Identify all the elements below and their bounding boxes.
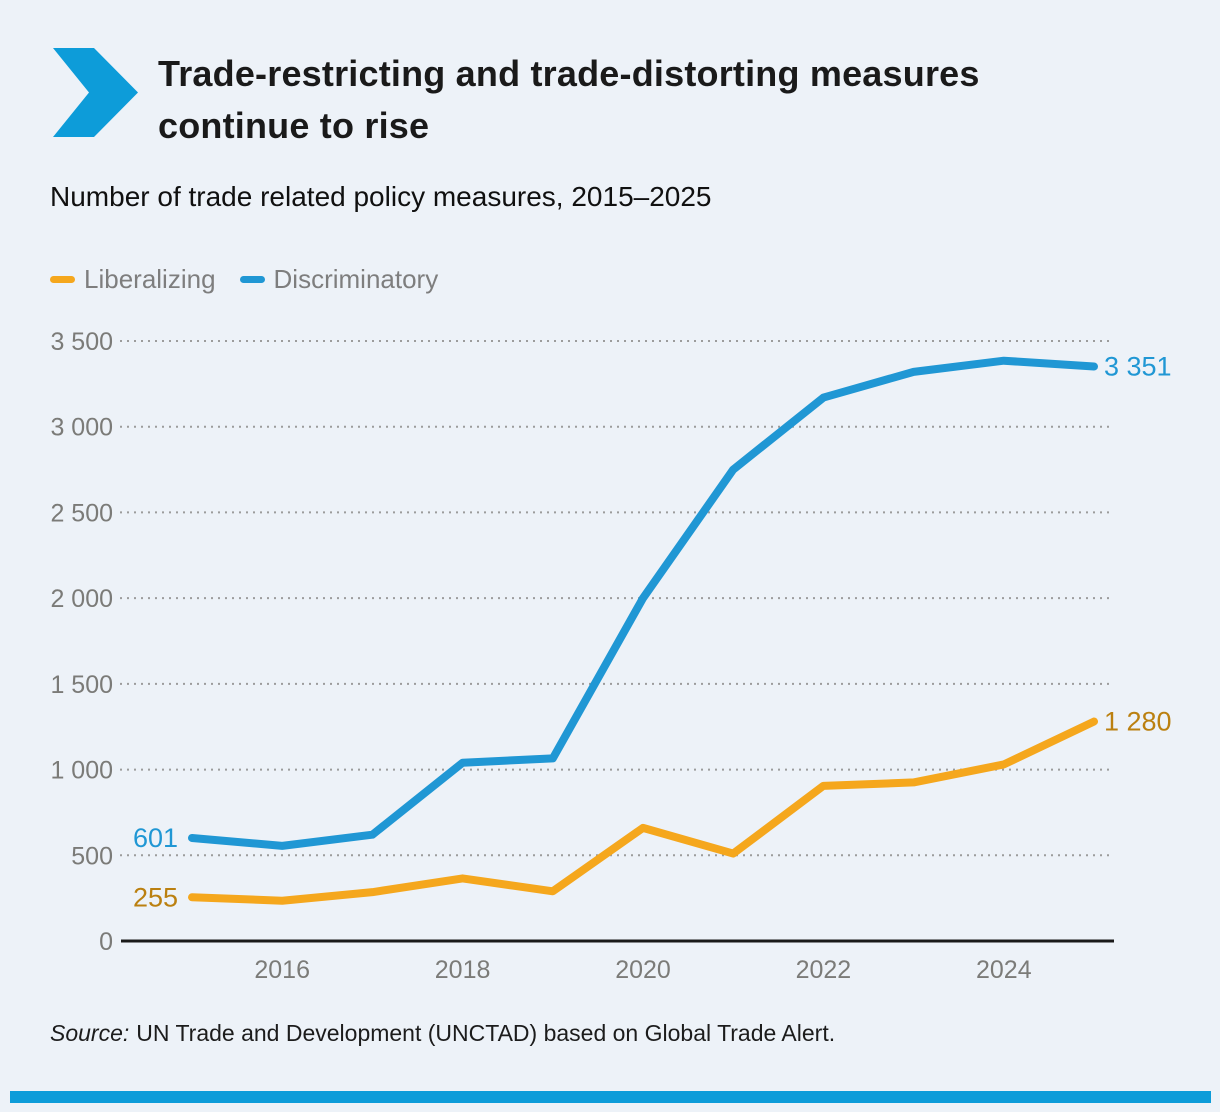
y-tick-label: 500 (71, 842, 113, 870)
source-text: UN Trade and Development (UNCTAD) based … (136, 1020, 836, 1046)
x-tick-label: 2016 (254, 956, 310, 984)
first-point-label-liberalizing: 255 (133, 882, 178, 912)
y-tick-label: 3 500 (50, 328, 113, 356)
legend-swatch-liberalizing (50, 276, 75, 283)
y-tick-label: 2 500 (50, 499, 113, 527)
page-title-line2: continue to rise (158, 105, 430, 146)
legend-label-liberalizing: Liberalizing (84, 264, 216, 294)
legend-item-discriminatory: Discriminatory (239, 264, 439, 295)
chevron-arrow-icon (53, 48, 138, 137)
x-tick-label: 2020 (615, 956, 671, 984)
line-chart: 0 500 1 000 1 500 2 000 2 500 3 000 3 500 2016 20… (0, 320, 1220, 990)
y-tick-label: 1 500 (50, 671, 113, 699)
x-tick-label: 2024 (976, 956, 1032, 984)
last-point-label-discriminatory: 3 351 (1104, 352, 1172, 382)
legend-item-liberalizing: Liberalizing (50, 264, 216, 295)
page-title: Trade-restricting and trade-distorting m… (158, 48, 1188, 152)
y-tick-label: 2 000 (50, 585, 113, 613)
series-line-discriminatory (188, 356, 1098, 850)
last-point-label-liberalizing: 1 280 (1104, 707, 1172, 737)
x-tick-label: 2022 (796, 956, 852, 984)
y-tick-label: 1 000 (50, 757, 113, 785)
legend-label-discriminatory: Discriminatory (273, 264, 439, 294)
first-point-label-discriminatory: 601 (133, 823, 178, 853)
series-line-liberalizing (188, 717, 1098, 905)
footer-accent-bar (10, 1091, 1211, 1103)
page-title-line1: Trade-restricting and trade-distorting m… (158, 53, 980, 94)
x-tick-label: 2018 (435, 956, 491, 984)
source-label: Source: (50, 1020, 130, 1046)
y-tick-label: 0 (99, 928, 113, 956)
chart-canvas: 0 500 1 000 1 500 2 000 2 500 3 000 3 500 2016 20… (50, 328, 1172, 984)
chart-legend: Liberalizing Discriminatory (50, 264, 438, 295)
source-note: Source: UN Trade and Development (UNCTAD)… (50, 1020, 835, 1047)
y-tick-label: 3 000 (50, 414, 113, 442)
chart-subtitle: Number of trade related policy measures,… (50, 181, 712, 212)
legend-swatch-discriminatory (239, 276, 265, 283)
